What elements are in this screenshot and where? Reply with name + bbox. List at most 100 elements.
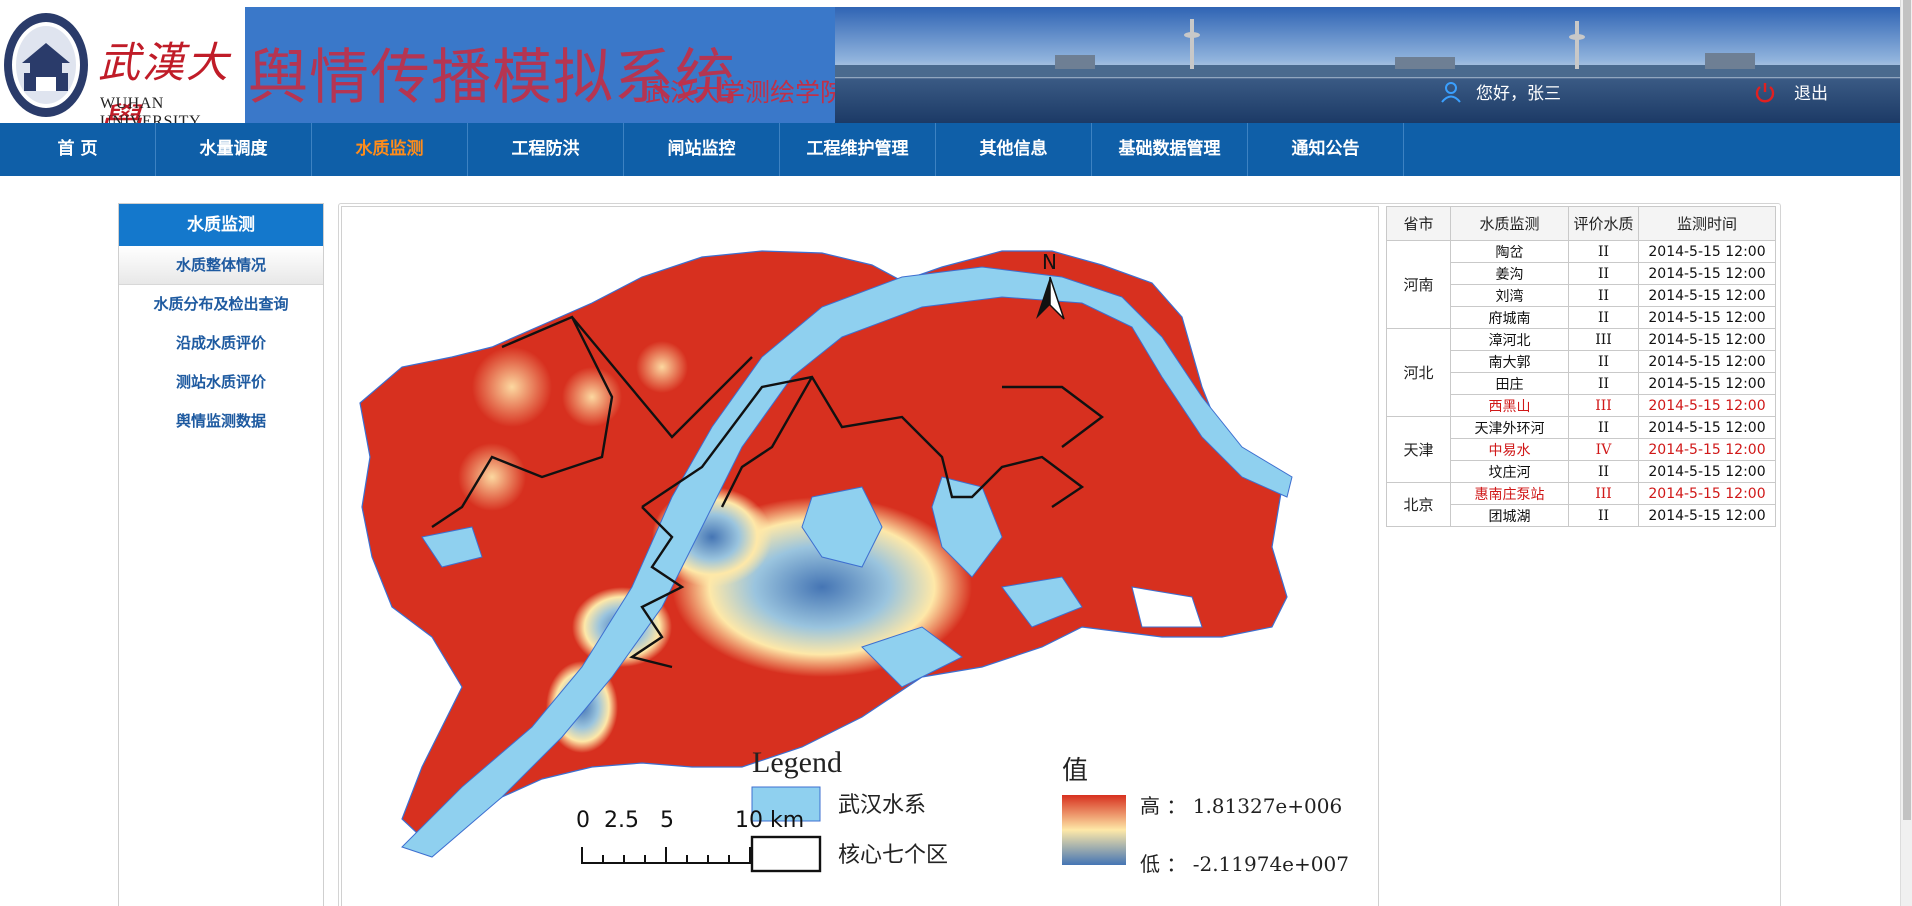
- lake: [1001, 576, 1083, 628]
- sidebar-item-distribution-query[interactable]: 水质分布及检出查询: [153, 295, 289, 313]
- time-cell: 2014-5-15 12:00: [1638, 482, 1776, 505]
- table-row[interactable]: 姜沟 II 2014-5-15 12:00: [1387, 262, 1776, 285]
- logout-label: 退出: [1794, 84, 1828, 104]
- grade-cell: II: [1568, 262, 1639, 285]
- table-row[interactable]: 河北 漳河北 III 2014-5-15 12:00: [1386, 328, 1776, 417]
- scale-bar: [581, 847, 751, 864]
- header: 武漢大學 WUHAN UNIVERSITY 舆情传播模拟系统 武汉大学测绘学院: [0, 7, 1900, 123]
- value-low-label: 低 ： -2.11974e+007: [1140, 852, 1349, 876]
- value-color-ramp: [1062, 795, 1126, 865]
- station-cell: 漳河北: [1450, 328, 1569, 351]
- grade-cell: II: [1568, 372, 1639, 395]
- grade-cell: III: [1568, 482, 1639, 505]
- province-cell: 北京: [1386, 482, 1451, 527]
- legend-core-swatch: [750, 835, 822, 873]
- water-quality-map: N Legend 武汉水系 核心七个区 值 高 ： 1.81327e+006 低…: [341, 206, 1379, 906]
- nav-base-data[interactable]: 基础数据管理: [1092, 123, 1248, 176]
- sidebar-item-opinion-data[interactable]: 舆情监测数据: [175, 412, 266, 430]
- scale-label-2-5: 2.5: [604, 808, 639, 833]
- table-row[interactable]: 刘湾 II 2014-5-15 12:00: [1387, 284, 1776, 307]
- time-cell: 2014-5-15 12:00: [1638, 372, 1776, 395]
- header-banner: [835, 7, 1900, 123]
- north-label: N: [1042, 250, 1057, 274]
- page-scrollbar[interactable]: [1900, 0, 1912, 906]
- scale-label-10km: 10 km: [735, 808, 804, 833]
- time-cell: 2014-5-15 12:00: [1638, 504, 1776, 527]
- system-title: 舆情传播模拟系统: [248, 43, 736, 113]
- table-row[interactable]: 团城湖 II 2014-5-15 12:00: [1387, 504, 1776, 527]
- heat-warm-patch: [562, 367, 622, 427]
- table-row[interactable]: 府城南 II 2014-5-15 12:00: [1387, 306, 1776, 329]
- table-row-alert[interactable]: 北京 惠南庄泵站 III 2014-5-15 12:00: [1386, 482, 1776, 527]
- sidebar-item-station-eval[interactable]: 测站水质评价: [175, 373, 266, 391]
- user-greeting[interactable]: 您好，张三: [1440, 79, 1561, 104]
- sidebar-item-overall[interactable]: 水质整体情况: [119, 246, 323, 285]
- table-row-alert[interactable]: 中易水 IV 2014-5-15 12:00: [1387, 438, 1776, 461]
- grade-cell: III: [1568, 328, 1639, 351]
- table-row[interactable]: 田庄 II 2014-5-15 12:00: [1387, 372, 1776, 395]
- table-row[interactable]: 坟庄河 II 2014-5-15 12:00: [1387, 460, 1776, 483]
- lake: [861, 626, 963, 688]
- scale-label-5: 5: [660, 808, 674, 833]
- station-cell: 田庄: [1450, 372, 1569, 395]
- legend-title: Legend: [752, 746, 842, 779]
- grade-cell: IV: [1568, 438, 1639, 461]
- logo-english: WUHAN UNIVERSITY: [100, 95, 201, 123]
- station-cell: 南大郭: [1450, 350, 1569, 373]
- heat-warm-patch: [458, 443, 526, 511]
- nav-water-quality[interactable]: 水质监测: [312, 123, 468, 176]
- yangtze-river: [401, 266, 1293, 858]
- station-cell: 姜沟: [1450, 262, 1569, 285]
- grade-cell: II: [1568, 240, 1639, 263]
- heat-warm-patch: [472, 347, 552, 427]
- province-cell: 天津: [1386, 416, 1451, 483]
- legend-water-swatch: [751, 786, 821, 822]
- nav-gate-monitor[interactable]: 闸站监控: [624, 123, 780, 176]
- value-high-label: 高 ： 1.81327e+006: [1140, 794, 1342, 818]
- value-title: 值: [1062, 756, 1088, 786]
- nav-flood-control[interactable]: 工程防洪: [468, 123, 624, 176]
- station-cell: 中易水: [1450, 438, 1569, 461]
- table-row[interactable]: 南大郭 II 2014-5-15 12:00: [1387, 350, 1776, 373]
- col-province: 省市: [1386, 206, 1451, 241]
- scale-label-0: 0: [576, 808, 590, 833]
- logout-button[interactable]: 退出: [1754, 79, 1828, 104]
- nav-home[interactable]: 首 页: [0, 123, 156, 176]
- core-district-boundary: [431, 315, 1104, 669]
- sidebar-item-along-route[interactable]: 沿成水质评价: [175, 334, 266, 352]
- lake: [801, 486, 883, 568]
- logo-chinese: 武漢大學: [98, 38, 231, 123]
- grade-cell: III: [1568, 394, 1639, 417]
- legend-water-label: 武汉水系: [838, 793, 926, 818]
- province-cell: 河南: [1386, 240, 1451, 329]
- station-cell: 刘湾: [1450, 284, 1569, 307]
- station-cell: 惠南庄泵站: [1450, 482, 1569, 505]
- university-seal-icon: [4, 13, 88, 117]
- table-row-alert[interactable]: 西黑山 III 2014-5-15 12:00: [1387, 394, 1776, 417]
- nav-water-dispatch[interactable]: 水量调度: [156, 123, 312, 176]
- main-panel: [338, 203, 1781, 906]
- grade-cell: II: [1568, 350, 1639, 373]
- time-cell: 2014-5-15 12:00: [1638, 328, 1776, 351]
- time-cell: 2014-5-15 12:00: [1638, 240, 1776, 263]
- table-row[interactable]: 天津 天津外环河 II 2014-5-15 12:00: [1386, 416, 1776, 483]
- nav-maintenance[interactable]: 工程维护管理: [780, 123, 936, 176]
- lake: [421, 526, 483, 568]
- table-row[interactable]: 河南 陶岔 II 2014-5-15 12:00: [1386, 240, 1776, 329]
- grade-cell: II: [1568, 306, 1639, 329]
- col-grade: 评价水质: [1568, 206, 1639, 241]
- north-arrow-icon: [1036, 276, 1065, 320]
- sidebar-title: 水质监测: [119, 204, 323, 246]
- legend-core-label: 核心七个区: [838, 843, 948, 868]
- scrollbar-thumb[interactable]: [1903, 0, 1911, 820]
- time-cell: 2014-5-15 12:00: [1638, 262, 1776, 285]
- station-cell: 坟庄河: [1450, 460, 1569, 483]
- nav-other-info[interactable]: 其他信息: [936, 123, 1092, 176]
- station-cell: 团城湖: [1450, 504, 1569, 527]
- power-icon: [1755, 82, 1775, 102]
- system-subtitle: 武汉大学测绘学院: [645, 78, 846, 107]
- nav-notices[interactable]: 通知公告: [1248, 123, 1404, 176]
- station-table: 省市 水质监测 评价水质 监测时间 河南 陶岔 II 2014-5-15 12:…: [1386, 206, 1776, 527]
- time-cell: 2014-5-15 12:00: [1638, 284, 1776, 307]
